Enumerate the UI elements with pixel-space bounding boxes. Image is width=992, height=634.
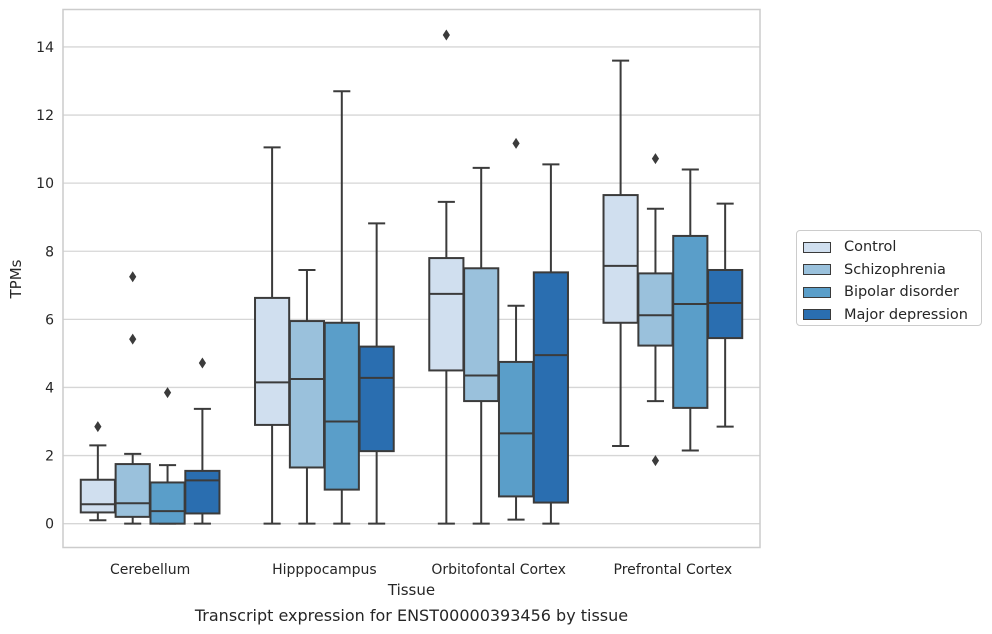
legend-swatch bbox=[803, 309, 831, 321]
box-2-3 bbox=[672, 168, 709, 452]
y-tick-label: 14 bbox=[36, 40, 54, 56]
outlier-point bbox=[651, 455, 660, 467]
x-tick-label: Hipppocampus bbox=[272, 562, 377, 578]
legend-label: Control bbox=[844, 239, 897, 256]
legend-swatch bbox=[803, 286, 831, 298]
box-3-2 bbox=[532, 163, 569, 525]
y-tick-label: 8 bbox=[45, 244, 54, 260]
box-0-1 bbox=[254, 146, 291, 525]
gridlines bbox=[63, 46, 760, 525]
outlier-point bbox=[163, 387, 172, 399]
outlier-point bbox=[442, 29, 450, 41]
outlier-point bbox=[129, 333, 137, 345]
box-3-0 bbox=[184, 357, 221, 525]
iqr-box bbox=[497, 360, 535, 498]
box-2-2 bbox=[497, 137, 535, 521]
y-tick-label: 0 bbox=[45, 517, 54, 533]
x-tick-label: Prefrontal Cortex bbox=[614, 562, 733, 578]
box-3-1 bbox=[358, 222, 395, 525]
box-0-2 bbox=[428, 29, 465, 525]
iqr-box bbox=[707, 268, 744, 340]
y-tick-label: 4 bbox=[45, 380, 54, 396]
box-2-0 bbox=[149, 387, 186, 525]
iqr-box bbox=[428, 257, 465, 372]
y-tick-label: 12 bbox=[36, 108, 54, 124]
legend-item: Control bbox=[803, 236, 981, 259]
iqr-box bbox=[184, 469, 221, 515]
legend-item: Major depression bbox=[803, 304, 981, 327]
x-tick-label: Orbitofontal Cortex bbox=[431, 562, 566, 578]
iqr-box bbox=[114, 463, 151, 518]
box-1-1 bbox=[288, 268, 326, 525]
iqr-box bbox=[602, 194, 639, 324]
outlier-point bbox=[94, 421, 102, 433]
y-tick-label: 2 bbox=[45, 449, 54, 465]
iqr-box bbox=[672, 234, 709, 409]
iqr-box bbox=[149, 481, 186, 525]
x-tick-label: Cerebellum bbox=[110, 562, 190, 578]
x-axis-label: Tissue bbox=[387, 581, 435, 599]
x-tick-labels: Cerebellum Hipppocampus Orbitofontal Corte… bbox=[110, 562, 732, 578]
legend-swatch bbox=[803, 264, 831, 276]
box-3-3 bbox=[707, 202, 744, 428]
y-axis-label: TPMs bbox=[7, 259, 25, 299]
legend-item: Bipolar disorder bbox=[803, 281, 981, 304]
legend-label: Major depression bbox=[844, 306, 968, 323]
box-groups bbox=[79, 29, 744, 525]
box-1-0 bbox=[114, 271, 151, 525]
box-0-0 bbox=[79, 421, 116, 522]
iqr-box bbox=[79, 478, 116, 514]
legend-label: Bipolar disorder bbox=[844, 284, 959, 301]
legend-swatch bbox=[803, 241, 831, 253]
box-2-1 bbox=[323, 90, 360, 525]
box-1-2 bbox=[463, 166, 500, 525]
iqr-box bbox=[323, 321, 360, 491]
outlier-point bbox=[129, 271, 137, 283]
box-0-3 bbox=[602, 59, 639, 448]
chart-caption: Transcript expression for ENST0000039345… bbox=[194, 606, 629, 625]
iqr-box bbox=[637, 272, 674, 347]
outlier-point bbox=[198, 357, 206, 369]
iqr-box bbox=[254, 296, 291, 426]
iqr-box bbox=[288, 320, 326, 469]
iqr-box bbox=[358, 345, 395, 453]
y-tick-label: 6 bbox=[45, 312, 54, 328]
y-tick-labels: 0 2 4 6 8 10 12 14 bbox=[36, 40, 54, 533]
outlier-point bbox=[651, 153, 660, 165]
plot-frame bbox=[62, 8, 761, 549]
iqr-box bbox=[463, 267, 500, 403]
legend: Control Schizophrenia Bipolar disorder Majo… bbox=[796, 230, 982, 326]
outlier-point bbox=[512, 137, 520, 149]
iqr-box bbox=[532, 271, 569, 504]
box-1-3 bbox=[637, 153, 674, 467]
legend-item: Schizophrenia bbox=[803, 259, 981, 282]
y-tick-label: 10 bbox=[36, 176, 54, 192]
legend-label: Schizophrenia bbox=[844, 261, 946, 278]
